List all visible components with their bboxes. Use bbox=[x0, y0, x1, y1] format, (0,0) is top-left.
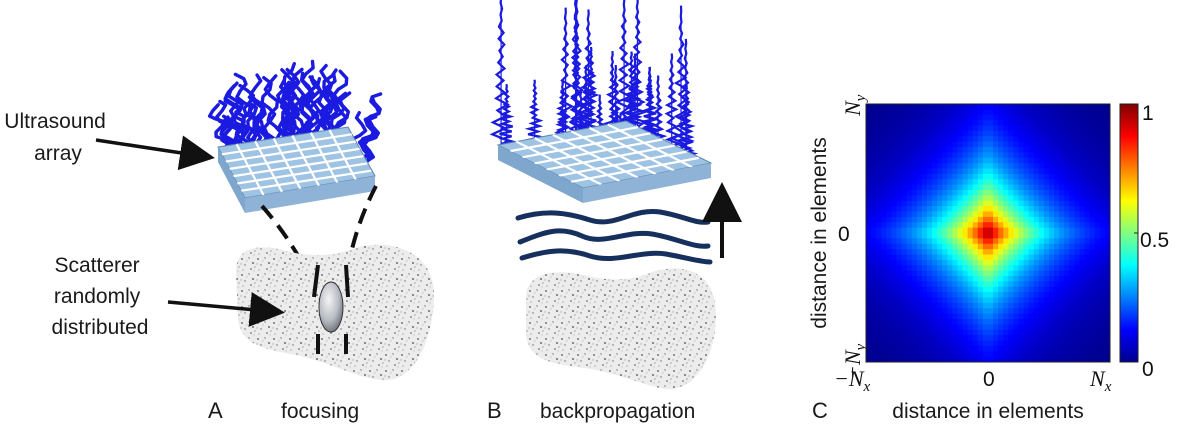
y-axis-label: distance in elements bbox=[808, 137, 831, 328]
panel-a-letter: A bbox=[208, 398, 223, 423]
x-tick-right: Nx bbox=[1089, 366, 1112, 395]
colorbar-tick-max: 1 bbox=[1142, 102, 1154, 125]
heatmap-plot bbox=[866, 104, 1110, 362]
panel-a-caption: focusing bbox=[281, 400, 359, 423]
heatmap-frame bbox=[865, 103, 1111, 363]
x-tick-center: 0 bbox=[983, 368, 995, 391]
panel-c-letter: C bbox=[812, 398, 828, 423]
array-label: Ultrasound array bbox=[4, 110, 111, 165]
colorbar-tick-min: 0 bbox=[1142, 358, 1154, 381]
focal-brackets bbox=[312, 264, 350, 354]
panel-a-focusing: Ultrasound array Scatterer randomly dist… bbox=[4, 59, 435, 423]
scatterer-region-b bbox=[526, 268, 717, 390]
x-axis-label: distance in elements bbox=[892, 400, 1083, 423]
y-tick-center: 0 bbox=[838, 223, 850, 246]
backpropagating-wavefronts bbox=[515, 208, 713, 265]
panel-b-backpropagation: B backpropagation bbox=[487, 0, 742, 423]
y-tick-bottom: −Ny bbox=[840, 343, 869, 380]
x-tick-left: −Nx bbox=[834, 366, 871, 395]
y-tick-top: Ny bbox=[840, 94, 869, 117]
panel-b-caption: backpropagation bbox=[540, 400, 695, 423]
ultrasound-array-b bbox=[496, 120, 713, 203]
array-pointer-arrow bbox=[95, 135, 215, 171]
colorbar-tick-mid: 0.5 bbox=[1140, 229, 1169, 252]
panel-c-heatmap: 1 0.5 0 −Nx 0 Nx Ny 0 −Ny distance in el… bbox=[808, 94, 1169, 423]
scatterer-pointer-arrow bbox=[167, 292, 285, 327]
panel-b-letter: B bbox=[487, 398, 502, 423]
ultrasound-array-a bbox=[217, 126, 376, 213]
scatterer-ellipse bbox=[318, 281, 344, 333]
scatterer-label: Scatterer randomly distributed bbox=[52, 254, 149, 339]
